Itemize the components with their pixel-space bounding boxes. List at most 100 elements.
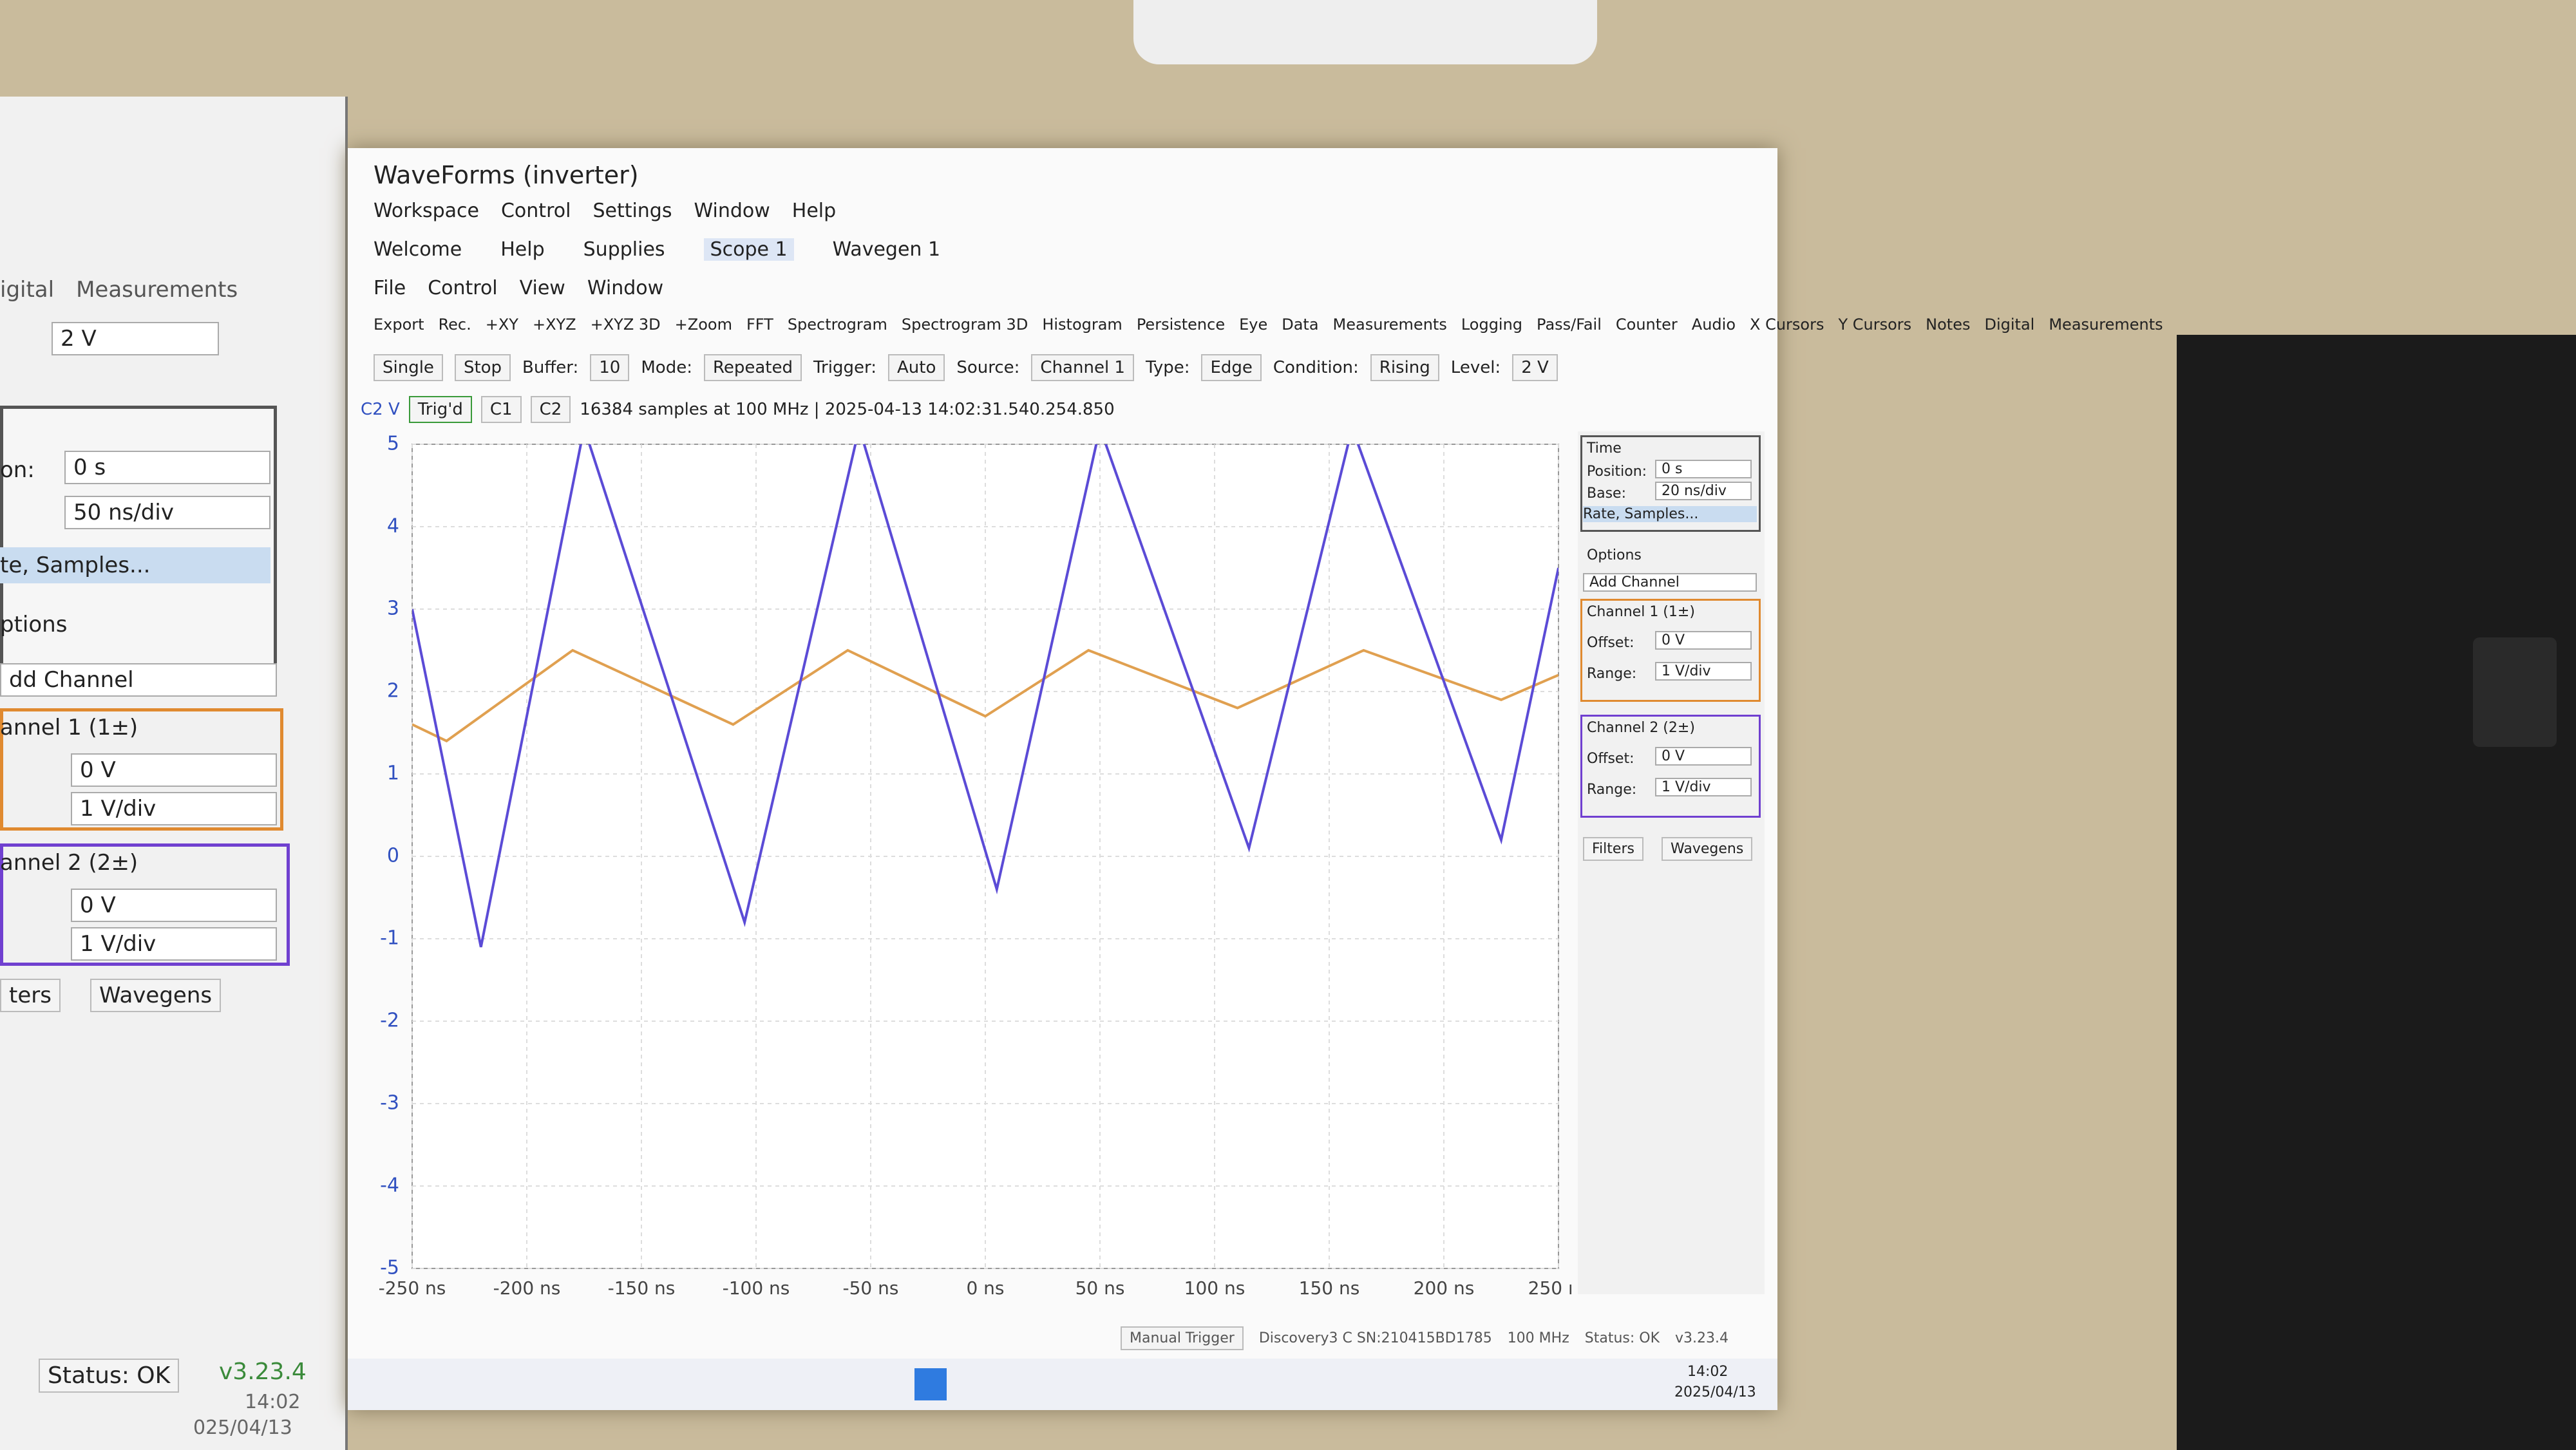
- toolbar-item[interactable]: Spectrogram: [787, 315, 887, 334]
- frequency: 100 MHz: [1507, 1330, 1569, 1346]
- button[interactable]: Filters: [1583, 837, 1643, 861]
- menu-item[interactable]: Settings: [592, 200, 672, 222]
- toolbar-item[interactable]: Rec.: [438, 315, 471, 334]
- field[interactable]: 0 V: [1655, 631, 1752, 650]
- menu-item[interactable]: Window: [587, 277, 664, 299]
- tab[interactable]: Help: [500, 238, 545, 261]
- toolbar-item[interactable]: Notes: [1926, 315, 1971, 334]
- label: annel 1 (1±): [0, 715, 138, 740]
- left-window: igital Measurements 2 V on: 0 s 50 ns/di…: [0, 97, 348, 1450]
- toolbar-item[interactable]: Histogram: [1042, 315, 1122, 334]
- button[interactable]: Wavegens: [90, 979, 222, 1012]
- label: Options: [1587, 547, 1642, 563]
- label: Range:: [1587, 782, 1637, 798]
- x-tick-label: 50 ns: [1075, 1277, 1125, 1299]
- dropdown[interactable]: Add Channel: [1583, 573, 1757, 592]
- toolbar-item[interactable]: +XY: [485, 315, 518, 334]
- x-tick-label: 0 ns: [966, 1277, 1004, 1299]
- button[interactable]: Manual Trigger: [1121, 1326, 1244, 1350]
- channel-button[interactable]: C1: [480, 396, 522, 423]
- field[interactable]: 1 V/div: [1655, 778, 1752, 796]
- x-tick-label: 250 ns: [1528, 1277, 1571, 1299]
- field[interactable]: 0 V: [71, 753, 277, 787]
- toolbar-item[interactable]: X Cursors: [1750, 315, 1824, 334]
- dropdown[interactable]: Auto: [887, 354, 945, 381]
- toolbar-item[interactable]: Pass/Fail: [1537, 315, 1602, 334]
- button[interactable]: ters: [0, 979, 61, 1012]
- status[interactable]: Status: OK: [39, 1359, 180, 1393]
- menu-item[interactable]: View: [519, 277, 565, 299]
- menu-item[interactable]: Control: [500, 200, 571, 222]
- label: Trigger:: [813, 358, 876, 377]
- toolbar-item[interactable]: Measurements: [1332, 315, 1447, 334]
- tab[interactable]: Supplies: [583, 238, 665, 261]
- tab[interactable]: Wavegen 1: [832, 238, 941, 261]
- x-tick-label: -100 ns: [723, 1277, 790, 1299]
- tab[interactable]: Scope 1: [703, 238, 794, 261]
- field[interactable]: 10: [590, 354, 630, 381]
- toolbar-item[interactable]: Audio: [1691, 315, 1736, 334]
- label: Time: [1587, 440, 1622, 457]
- field[interactable]: 1 V/div: [1655, 662, 1752, 681]
- menu-item[interactable]: Workspace: [374, 200, 479, 222]
- trace: [412, 444, 1558, 948]
- toolbar-item[interactable]: +XYZ 3D: [590, 315, 661, 334]
- dropdown[interactable]: Repeated: [703, 354, 802, 381]
- tab[interactable]: Measurements: [76, 277, 238, 303]
- menu-item[interactable]: File: [374, 277, 406, 299]
- door-sign: [2473, 637, 2557, 747]
- toolbar-item[interactable]: Measurements: [2049, 315, 2163, 334]
- dropdown[interactable]: Rising: [1370, 354, 1439, 381]
- field[interactable]: 0 s: [64, 451, 270, 484]
- menu-item[interactable]: Help: [791, 200, 837, 222]
- label: Type:: [1145, 358, 1190, 377]
- toolbar-item[interactable]: Counter: [1615, 315, 1678, 334]
- start-icon[interactable]: [914, 1368, 947, 1400]
- tab[interactable]: Welcome: [374, 238, 462, 261]
- dropdown[interactable]: Channel 1: [1031, 354, 1134, 381]
- toolbar-item[interactable]: Eye: [1239, 315, 1268, 334]
- button[interactable]: Stop: [454, 354, 511, 381]
- toolbar-item[interactable]: FFT: [746, 315, 773, 334]
- toolbar-item[interactable]: Spectrogram 3D: [901, 315, 1028, 334]
- label: Mode:: [641, 358, 692, 377]
- field[interactable]: 50 ns/div: [64, 496, 270, 529]
- y-tick-label: -1: [380, 927, 399, 950]
- toolbar-item[interactable]: Data: [1282, 315, 1319, 334]
- side-panel: Time Position: 0 s Base: 20 ns/div Rate,…: [1578, 431, 1765, 1294]
- toolbar-item[interactable]: Export: [374, 315, 424, 334]
- button[interactable]: Rate, Samples...: [1583, 506, 1757, 522]
- dropdown[interactable]: dd Channel: [0, 663, 277, 697]
- date: 025/04/13: [193, 1417, 292, 1439]
- field[interactable]: 0 V: [1655, 747, 1752, 766]
- toolbar-item[interactable]: Logging: [1461, 315, 1523, 334]
- trigger-status: Trig'd: [408, 396, 472, 423]
- button[interactable]: te, Samples...: [0, 547, 270, 583]
- button[interactable]: Single: [374, 354, 443, 381]
- door: [2177, 335, 2576, 1450]
- toolbar-item[interactable]: +XYZ: [532, 315, 576, 334]
- toolbar-item[interactable]: Persistence: [1136, 315, 1226, 334]
- footer: Manual Trigger Discovery3 C SN:210415BD1…: [1121, 1326, 1728, 1350]
- time-box: [1580, 435, 1761, 532]
- channel-box: [0, 708, 283, 831]
- toolbar-item[interactable]: Y Cursors: [1838, 315, 1912, 334]
- label: on:: [0, 457, 35, 483]
- channel-button[interactable]: C2: [530, 396, 571, 423]
- dropdown[interactable]: Edge: [1201, 354, 1262, 381]
- channel-box: [0, 843, 290, 966]
- field[interactable]: 1 V/div: [71, 927, 277, 961]
- field[interactable]: 0 V: [71, 889, 277, 922]
- range-field[interactable]: 2 V: [52, 322, 219, 355]
- field[interactable]: 20 ns/div: [1655, 482, 1752, 500]
- field[interactable]: 0 s: [1655, 460, 1752, 478]
- field[interactable]: 1 V/div: [71, 792, 277, 825]
- tab[interactable]: igital: [0, 277, 55, 303]
- dropdown[interactable]: 2 V: [1512, 354, 1558, 381]
- channel-box: [1580, 599, 1761, 702]
- toolbar-item[interactable]: +Zoom: [674, 315, 732, 334]
- menu-item[interactable]: Window: [694, 200, 770, 222]
- menu-item[interactable]: Control: [428, 277, 498, 299]
- button[interactable]: Wavegens: [1662, 837, 1753, 861]
- toolbar-item[interactable]: Digital: [1984, 315, 2035, 334]
